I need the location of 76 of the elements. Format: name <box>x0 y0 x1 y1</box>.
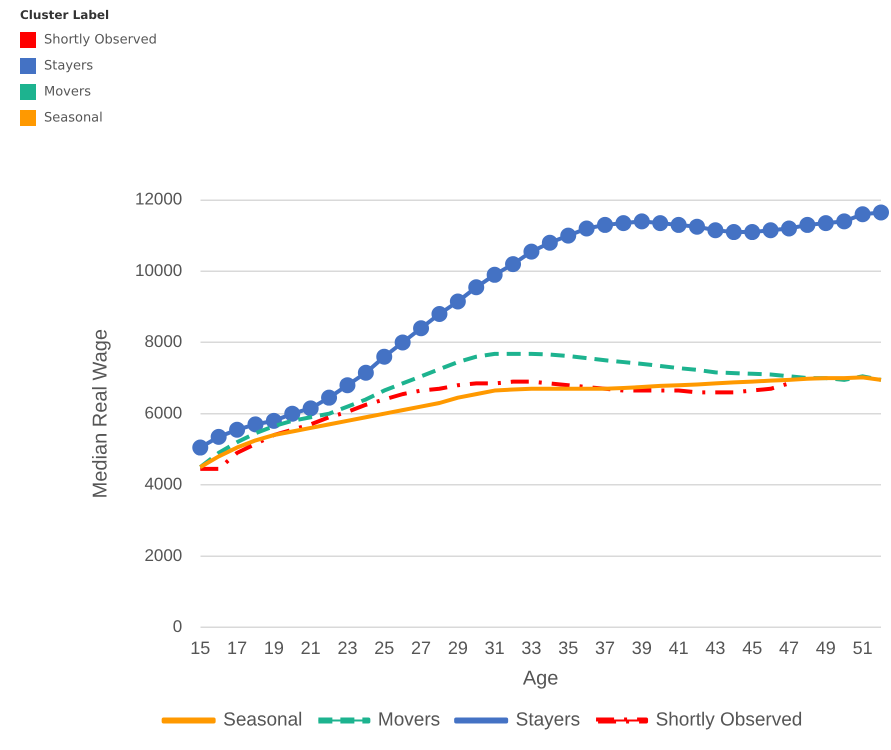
point <box>339 377 356 394</box>
point <box>597 216 614 233</box>
point <box>450 294 466 310</box>
x-tick-label: 51 <box>852 638 873 658</box>
y-tick-label: 6000 <box>144 403 182 422</box>
y-tick-label: 10000 <box>134 260 182 280</box>
x-tick-label: 33 <box>521 638 542 658</box>
x-tick-label: 17 <box>227 638 248 658</box>
point <box>394 334 411 350</box>
point <box>229 422 246 438</box>
legend-label: Seasonal <box>223 710 302 731</box>
x-tick-label: 45 <box>742 638 762 658</box>
x-tick-label: 49 <box>816 638 836 658</box>
x-tick-label: 15 <box>190 638 210 658</box>
x-tick-label: 43 <box>705 638 726 658</box>
x-tick-label: 21 <box>300 638 321 658</box>
point <box>376 348 392 365</box>
point <box>192 440 208 456</box>
point <box>302 400 319 416</box>
point <box>707 222 724 238</box>
x-tick-label: 41 <box>668 638 689 658</box>
point <box>726 224 742 240</box>
point <box>358 364 374 381</box>
point <box>744 224 760 240</box>
point <box>836 213 852 230</box>
text: Seasonal <box>44 110 103 126</box>
x-tick-label: 29 <box>448 638 468 658</box>
y-tick-label: 0 <box>172 617 182 636</box>
point <box>266 412 282 429</box>
x-axis-title: Age <box>522 668 558 690</box>
point <box>468 279 484 296</box>
y-tick-label: 12000 <box>134 190 182 209</box>
text: Shortly Observed <box>44 32 157 48</box>
point <box>781 220 798 236</box>
point <box>247 416 264 432</box>
point <box>873 204 889 220</box>
legend-label: Movers <box>378 710 440 731</box>
x-tick-label: 19 <box>264 638 284 658</box>
x-tick-label: 35 <box>558 638 578 658</box>
point <box>818 215 834 232</box>
legend-title: Cluster Label <box>20 8 110 22</box>
x-tick-label: 27 <box>411 638 432 658</box>
y-tick-label: 8000 <box>144 332 182 352</box>
point <box>615 215 632 232</box>
point <box>284 406 300 422</box>
point <box>505 256 522 272</box>
point <box>413 320 430 336</box>
y-tick-label: 4000 <box>144 474 182 494</box>
point <box>523 244 540 260</box>
point <box>854 206 871 222</box>
point <box>652 215 668 232</box>
point <box>634 213 650 230</box>
point <box>689 218 706 235</box>
point <box>578 220 595 236</box>
x-tick-label: 37 <box>595 638 616 658</box>
point <box>542 234 558 251</box>
point <box>799 216 816 233</box>
x-tick-label: 25 <box>374 638 394 658</box>
point <box>560 228 576 244</box>
legend-label: Shortly Observed <box>656 710 802 731</box>
point <box>762 222 779 238</box>
point <box>486 266 503 283</box>
y-axis-title: Median Real Wage <box>90 329 112 498</box>
point <box>431 306 448 322</box>
x-tick-label: 31 <box>484 638 505 658</box>
x-tick-label: 23 <box>337 638 358 658</box>
text: Movers <box>44 84 91 100</box>
point <box>210 428 227 445</box>
text: Stayers <box>516 710 580 731</box>
point <box>670 216 687 233</box>
x-tick-label: 47 <box>778 638 800 658</box>
point <box>321 390 338 406</box>
x-tick-label: 39 <box>632 638 652 658</box>
y-tick-label: 2000 <box>144 546 182 565</box>
legend-label: Stayers <box>44 58 94 74</box>
line-series <box>198 352 883 470</box>
